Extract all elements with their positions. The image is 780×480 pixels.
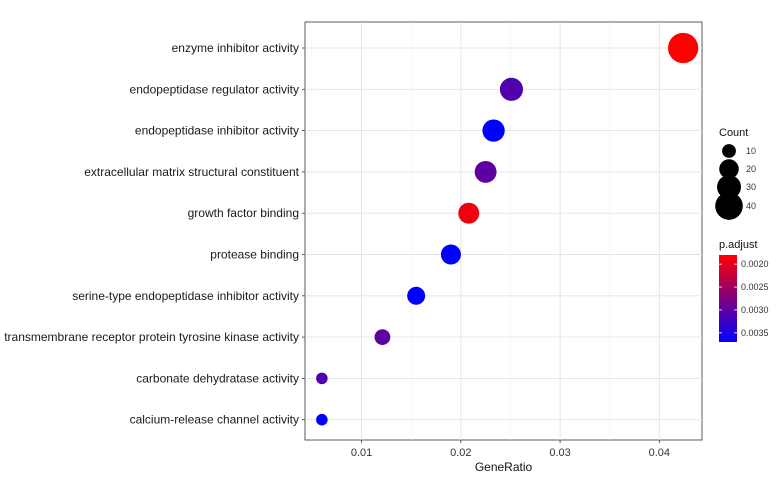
x-axis-title: GeneRatio [475, 460, 533, 474]
count-legend-dot [722, 144, 736, 158]
category-label: serine-type endopeptidase inhibitor acti… [72, 289, 299, 303]
category-label: enzyme inhibitor activity [172, 41, 299, 55]
category-label: endopeptidase inhibitor activity [135, 124, 299, 138]
x-axis-ticks: 0.01 0.02 0.03 0.04 [351, 440, 670, 459]
data-point [316, 413, 328, 426]
x-tick-label: 0.01 [351, 447, 372, 459]
data-point [407, 286, 426, 305]
data-point [374, 329, 391, 345]
data-point [482, 119, 505, 142]
colorbar-label: 0.0030 [741, 305, 769, 315]
x-tick-label: 0.03 [549, 447, 570, 459]
category-label: calcium-release channel activity [130, 413, 299, 427]
category-label: protease binding [210, 248, 299, 262]
x-tick-label: 0.04 [649, 447, 670, 459]
data-points [316, 32, 699, 426]
category-label: growth factor binding [188, 206, 299, 220]
count-legend-title: Count [719, 127, 748, 139]
data-point [499, 77, 524, 101]
colorbar-label: 0.0025 [741, 282, 769, 292]
x-tick-label: 0.02 [450, 447, 471, 459]
category-label: carbonate dehydratase activity [136, 371, 299, 385]
category-labels: enzyme inhibitor activity endopeptidase r… [4, 41, 305, 427]
count-legend-dot [717, 175, 741, 199]
category-label: transmembrane receptor protein tyrosine … [4, 330, 299, 344]
padjust-legend-title: p.adjust [719, 239, 758, 251]
count-legend: Count 10 20 30 40 [715, 127, 756, 220]
count-legend-dot [719, 159, 739, 179]
data-point [316, 372, 328, 385]
colorbar-label: 0.0020 [741, 259, 769, 269]
count-legend-label: 20 [746, 164, 756, 174]
category-label: endopeptidase regulator activity [130, 82, 299, 96]
data-point [668, 32, 699, 64]
padjust-colorbar [719, 255, 737, 342]
count-legend-label: 10 [746, 146, 756, 156]
data-point [458, 202, 480, 224]
count-legend-dot [715, 192, 743, 220]
colorbar-label: 0.0035 [741, 328, 769, 338]
category-label: extracellular matrix structural constitu… [84, 165, 299, 179]
count-legend-label: 30 [746, 182, 756, 192]
padjust-legend: p.adjust 0.0020 0.0025 0.0030 0.0035 [719, 239, 769, 342]
data-point [440, 244, 461, 265]
data-point [474, 160, 497, 183]
count-legend-label: 40 [746, 201, 756, 211]
